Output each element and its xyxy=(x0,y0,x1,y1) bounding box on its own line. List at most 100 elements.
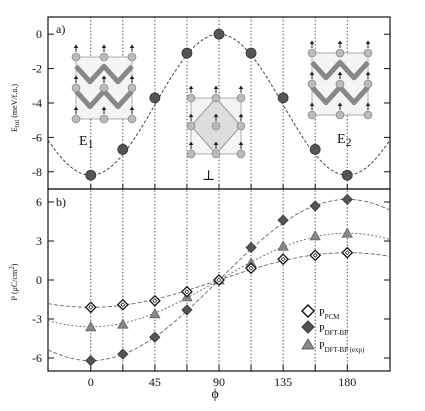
panel-b-ylabel: P(μC/cm2) xyxy=(8,263,19,300)
structure-atom xyxy=(211,93,221,103)
structure-e1 xyxy=(71,44,137,124)
structure-arrowhead xyxy=(309,71,315,76)
structure-atom xyxy=(307,48,317,58)
marker-layer xyxy=(84,28,354,367)
structure-atom xyxy=(71,83,81,93)
energy-point xyxy=(213,28,225,40)
structure-arrowhead xyxy=(213,113,219,118)
legend-item-dft-bp: PDFT-BP xyxy=(301,320,348,337)
structure-arrowhead xyxy=(129,106,135,111)
dft-bp-exp-point xyxy=(277,240,289,251)
energy-point xyxy=(277,92,289,104)
energy-point xyxy=(117,144,129,155)
dft-bp-exp-point xyxy=(85,320,97,332)
structure-atom xyxy=(236,149,246,159)
y-tick-label: 3 xyxy=(36,234,42,248)
legend: PPCM PDFT-BP PDFT-BP (exp) xyxy=(301,304,365,354)
structure-arrowhead xyxy=(365,40,371,45)
structure-atom xyxy=(363,110,373,120)
structure-arrowhead xyxy=(337,71,343,76)
structure-arrowhead xyxy=(101,44,107,49)
energy-point xyxy=(341,169,353,181)
dft-bp-point xyxy=(309,200,321,212)
dft-bp-exp-point xyxy=(149,307,161,319)
annotation-e1: E1 xyxy=(79,134,94,151)
legend-label-pcm: PPCM xyxy=(319,308,340,321)
structure-arrowhead xyxy=(129,44,135,49)
structures-layer xyxy=(71,40,373,159)
energy-curve xyxy=(47,33,391,176)
structure-chain xyxy=(74,63,134,85)
structure-atom xyxy=(127,83,137,93)
tick-layer: 0 -2 -4 -6 -8 6 3 0 -3 -6 0 45 90 135 180 xyxy=(32,27,390,389)
y-tick-label: -6 xyxy=(32,351,42,365)
structure-atom xyxy=(99,83,109,93)
pcm-point-inner xyxy=(184,289,190,295)
energy-point xyxy=(181,47,193,59)
structure-atom xyxy=(99,114,109,124)
y-tick-label: -2 xyxy=(32,62,42,76)
structure-atom xyxy=(307,79,317,89)
y-tick-label: -6 xyxy=(32,130,42,144)
pcm-point-inner xyxy=(88,304,94,310)
structure-arrowhead xyxy=(188,141,194,146)
dft-bp-point xyxy=(245,241,257,254)
structure-perp xyxy=(186,85,246,159)
pcm-point-inner xyxy=(248,265,254,271)
structure-atom xyxy=(127,114,137,124)
y-tick-label: -8 xyxy=(32,165,42,179)
structure-atom xyxy=(127,52,137,62)
legend-marker-dft-bp-exp xyxy=(301,338,315,350)
structure-atom xyxy=(335,79,345,89)
dft-bp-point xyxy=(341,193,353,205)
structure-atom xyxy=(335,48,345,58)
x-tick-label: 45 xyxy=(149,375,161,389)
legend-marker-pcm xyxy=(301,304,315,318)
structure-atom xyxy=(363,79,373,89)
structure-atom xyxy=(71,114,81,124)
pcm-point-inner xyxy=(280,256,286,262)
structure-arrowhead xyxy=(213,141,219,146)
structure-atom xyxy=(236,121,246,131)
structure-arrowhead xyxy=(238,85,244,90)
structure-arrowhead xyxy=(188,85,194,90)
dft-bp-point xyxy=(277,214,289,226)
structure-arrowhead xyxy=(129,75,135,80)
legend-label-dft-bp-exp: PDFT-BP (exp) xyxy=(319,341,365,354)
pcm-point-inner xyxy=(312,252,318,258)
panel-a-ylabel: Etot(meV/f.u.) xyxy=(10,84,21,132)
structure-arrowhead xyxy=(365,102,371,107)
legend-item-dft-bp-exp: PDFT-BP (exp) xyxy=(301,338,365,354)
structure-atom xyxy=(186,93,196,103)
structure-arrowhead xyxy=(337,102,343,107)
structure-arrowhead xyxy=(365,71,371,76)
dft-bp-point xyxy=(85,355,97,367)
structure-atom xyxy=(335,110,345,120)
panel-a-label: a) xyxy=(56,22,65,36)
y-tick-label: -3 xyxy=(32,312,42,326)
structure-arrowhead xyxy=(238,113,244,118)
y-tick-label: 6 xyxy=(36,195,42,209)
structure-arrowhead xyxy=(213,85,219,90)
energy-point xyxy=(245,47,257,59)
structure-atom xyxy=(99,52,109,62)
structure-atom xyxy=(363,48,373,58)
structure-arrowhead xyxy=(73,106,79,111)
structure-arrowhead xyxy=(337,40,343,45)
structure-arrowhead xyxy=(309,40,315,45)
dft-bp-point xyxy=(181,304,193,316)
energy-point xyxy=(309,144,321,155)
structure-arrowhead xyxy=(101,75,107,80)
structure-arrowhead xyxy=(73,75,79,80)
dft-bp-exp-point xyxy=(341,227,353,238)
legend-item-pcm: PPCM xyxy=(301,304,340,321)
structure-atom xyxy=(186,121,196,131)
structure-e2 xyxy=(307,40,373,120)
dft-bp-point xyxy=(117,348,129,360)
energy-point xyxy=(85,169,97,181)
annotation-perp: ⊥ xyxy=(202,169,215,184)
dft-bp-point xyxy=(149,331,161,343)
structure-atom xyxy=(236,93,246,103)
structure-arrowhead xyxy=(309,102,315,107)
